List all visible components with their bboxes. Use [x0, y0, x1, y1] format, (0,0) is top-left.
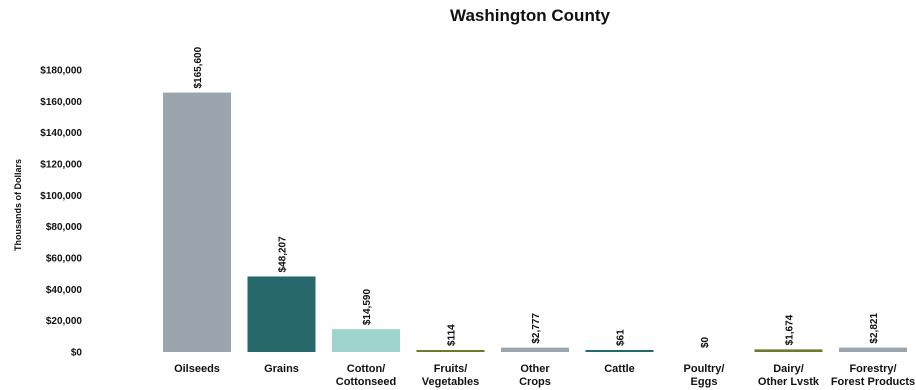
y-tick-label: $140,000 — [40, 128, 82, 139]
category-labels: Oilseeds Grains Cotton/Cottonseed Fruits/Ve… — [174, 363, 915, 388]
chart-title: Washington County — [450, 6, 610, 25]
bar — [501, 347, 569, 352]
category-label: Cattle — [604, 363, 635, 375]
y-axis-ticks: $0 $20,000 $40,000 $60,000 $80,000 $100,000 $1… — [40, 66, 82, 359]
data-label: $114 — [447, 324, 458, 346]
y-tick-label: $160,000 — [40, 97, 82, 108]
y-tick-label: $60,000 — [46, 254, 83, 265]
category-label: Oilseeds — [174, 363, 220, 375]
data-label: $165,600 — [193, 46, 204, 88]
bars — [163, 92, 907, 352]
data-label: $61 — [616, 329, 627, 346]
y-tick-label: $120,000 — [40, 160, 82, 171]
bar — [332, 329, 400, 352]
data-label: $48,207 — [278, 236, 289, 273]
data-label: $0 — [700, 336, 711, 348]
bar — [416, 350, 485, 352]
y-tick-label: $100,000 — [40, 191, 82, 202]
data-label: $2,777 — [531, 313, 542, 344]
category-label: Cotton/Cottonseed — [336, 363, 397, 388]
y-tick-label: $0 — [71, 348, 83, 359]
category-label: Fruits/Vegetables — [422, 363, 479, 388]
category-label: Forestry/Forest Products — [831, 363, 915, 388]
data-label: $1,674 — [785, 314, 796, 345]
bar — [754, 349, 823, 352]
y-tick-label: $80,000 — [46, 222, 83, 233]
bar — [585, 350, 654, 352]
data-label: $14,590 — [362, 289, 373, 326]
bar — [247, 276, 316, 352]
bar — [839, 347, 907, 352]
bar — [163, 92, 231, 352]
category-label: Grains — [264, 363, 299, 375]
data-labels: $165,600 $48,207 $14,590 $114 $2,777 $61 $0 $1,… — [193, 46, 880, 348]
data-label: $2,821 — [869, 313, 880, 344]
y-tick-label: $180,000 — [40, 66, 82, 77]
y-tick-label: $20,000 — [46, 316, 83, 327]
category-label: Dairy/Other Lvstk — [758, 363, 820, 388]
y-tick-label: $40,000 — [46, 285, 83, 296]
category-label: Other Crops — [519, 363, 551, 388]
category-label: Poultry/Eggs — [684, 363, 725, 388]
